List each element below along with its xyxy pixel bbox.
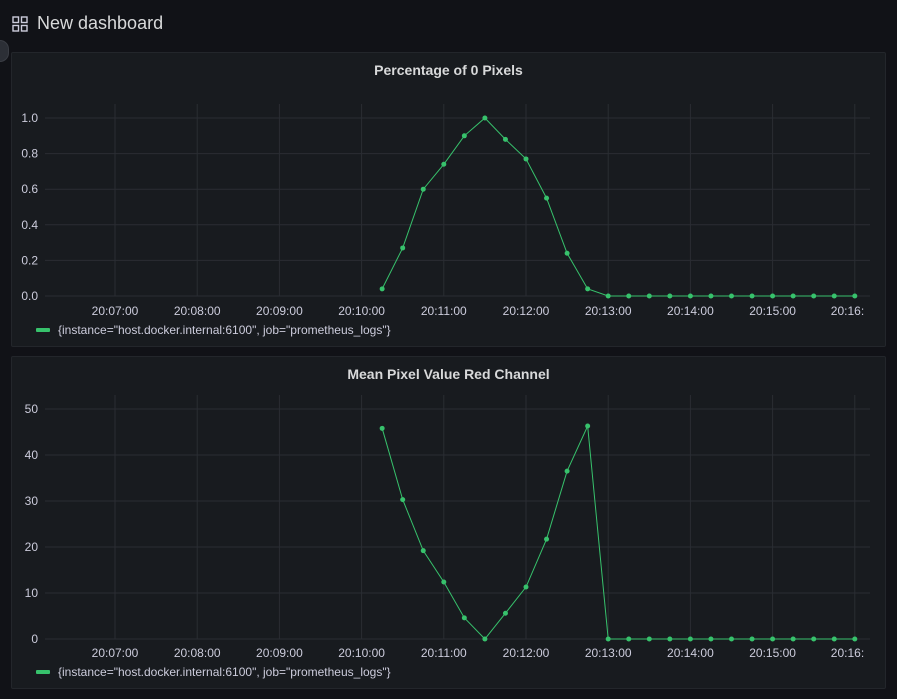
data-point [461,615,467,621]
legend-label: {instance="host.docker.internal:6100", j… [58,323,391,337]
x-tick-label: 20:08:00 [174,646,221,660]
y-tick-label: 0.6 [21,182,38,196]
data-point [564,250,570,256]
data-point [667,293,673,299]
data-point [420,186,426,192]
top-bar: New dashboard [0,0,897,48]
data-point [770,636,776,642]
data-point [482,115,488,121]
data-point [749,293,755,299]
data-point [400,497,406,503]
y-tick-label: 0.4 [21,218,38,232]
data-point [831,636,837,642]
x-tick-label: 20:09:00 [256,304,303,318]
data-point [461,133,467,139]
legend-swatch-icon [36,328,50,332]
x-tick-label: 20:11:00 [421,646,467,660]
data-point [502,136,508,142]
data-point [852,636,858,642]
data-point [585,286,591,292]
series-line [381,424,855,640]
series-line [381,117,855,297]
data-point [544,536,550,542]
data-point [770,293,776,299]
legend-item[interactable]: {instance="host.docker.internal:6100", j… [36,323,391,337]
x-tick-label: 20:12:00 [503,304,550,318]
dashboard-title[interactable]: New dashboard [37,13,164,33]
x-tick-label: 20:10:00 [338,304,385,318]
data-point [708,293,714,299]
panel-mean-pixel-red[interactable]: Mean Pixel Value Red Channel 0 10 20 30 40 50… [11,356,886,689]
x-tick-label: 20:15:00 [749,304,796,318]
data-point [729,293,734,299]
sidebar-toggle-handle[interactable] [0,40,9,62]
y-tick-label: 50 [25,402,39,416]
data-point [790,636,796,642]
x-tick-label: 20:15:00 [749,646,796,660]
x-tick-label: 20:10:00 [338,646,385,660]
x-tick-label: 20:13:00 [585,304,632,318]
y-tick-label: 40 [25,448,39,462]
line-chart[interactable]: 0 10 20 30 40 50 20:07:00 20:08:00 20:09:00 20:10… [12,357,887,690]
data-point [708,636,714,642]
x-tick-label: 20:09:00 [256,646,303,660]
x-tick-label: 20:12:00 [503,646,550,660]
data-point [749,636,755,642]
data-point [687,636,693,642]
data-point [626,636,632,642]
data-point [523,584,529,590]
data-point [687,293,693,299]
x-tick-label: 20:13:00 [585,646,632,660]
data-point [626,293,632,299]
panel-title[interactable]: Percentage of 0 Pixels [374,62,523,78]
x-tick-label: 20:16: [831,646,864,660]
y-tick-label: 30 [25,494,39,508]
data-point [585,423,591,429]
data-point [811,636,817,642]
data-point [564,468,570,474]
data-point [544,195,550,201]
y-tick-label: 0.2 [21,253,38,267]
data-point [482,636,488,642]
grid-icon[interactable] [12,16,28,32]
data-point [420,548,426,554]
data-point [502,610,508,616]
legend-label: {instance="host.docker.internal:6100", j… [58,665,391,679]
data-point [852,293,858,299]
x-tick-label: 20:08:00 [174,304,221,318]
x-tick-label: 20:14:00 [667,646,714,660]
x-tick-label: 20:07:00 [92,646,139,660]
panel-percentage-zero-pixels[interactable]: Percentage of 0 Pixels 0.0 0.2 0.4 0.6 0.8 1.… [11,52,886,347]
x-tick-label: 20:16: [831,304,864,318]
data-point [667,636,673,642]
data-point [831,293,837,299]
data-point [441,579,447,585]
data-point [379,425,385,431]
y-tick-label: 0.8 [21,147,38,161]
y-tick-label: 0 [31,632,38,646]
data-point [605,293,611,299]
data-point [605,636,611,642]
data-point [646,636,652,642]
data-point [790,293,796,299]
x-tick-label: 20:11:00 [421,304,467,318]
legend-swatch-icon [36,670,50,674]
data-point [441,161,447,167]
data-point [523,156,529,162]
y-tick-label: 0.0 [21,289,38,303]
data-point [646,293,652,299]
x-tick-label: 20:14:00 [667,304,714,318]
legend-item[interactable]: {instance="host.docker.internal:6100", j… [36,665,391,679]
line-chart[interactable]: 0.0 0.2 0.4 0.6 0.8 1.0 20:07:00 20:08:00 20:09:… [12,53,887,348]
data-point [400,245,406,251]
y-tick-label: 1.0 [21,111,38,125]
data-point [379,286,385,292]
data-point [811,293,817,299]
y-tick-label: 20 [25,540,39,554]
y-tick-label: 10 [25,586,39,600]
x-tick-label: 20:07:00 [92,304,139,318]
data-point [729,636,734,642]
panel-title[interactable]: Mean Pixel Value Red Channel [347,366,550,382]
